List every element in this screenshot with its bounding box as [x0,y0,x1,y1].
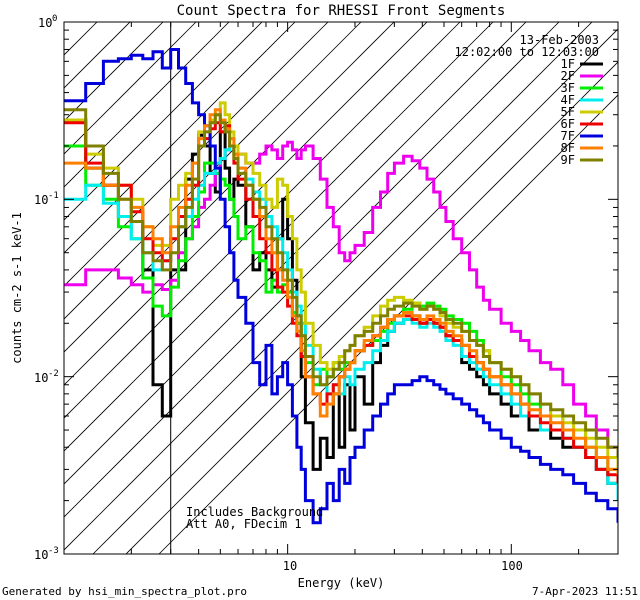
series-line-1f [64,118,618,501]
annotation-background: Includes Background [186,505,323,519]
time-range-label: 12:02:00 to 12:03:00 [455,45,600,59]
y-tick-exp: -2 [48,369,59,379]
legend-label-5f: 5F [561,105,575,119]
y-tick-exp: -3 [48,546,59,556]
legend-label-1f: 1F [561,57,575,71]
hatch-line [64,22,197,155]
series-line-7f [64,48,618,525]
legend-label-7f: 7F [561,129,575,143]
y-tick-label-0: 10 0 [38,14,57,30]
plot-frame [63,21,619,555]
legend-label-6f: 6F [561,117,575,131]
y-tick-label-minus2: 10 -2 [34,369,59,385]
y-axis-label: counts cm-2 s-1 keV-1 [10,212,24,364]
hatch-line [64,22,230,188]
hatch-line [64,22,527,485]
hatch-line [64,22,362,320]
footer-timestamp: 7-Apr-2023 11:51 [532,585,638,598]
series-line-9f [64,108,618,458]
y-tick-base: 10 [34,371,48,385]
axis-ticks [63,21,619,555]
hatched-region [64,22,618,554]
x-axis-label: Energy (keV) [298,576,385,590]
hatch-line [64,22,494,452]
series-line-5f [64,101,618,470]
hatch-line [64,22,395,353]
y-tick-base: 10 [34,193,48,207]
y-tick-exp: 0 [52,14,57,24]
x-tick-label-10: 10 [283,559,297,573]
series-layer [64,48,618,525]
y-tick-exp: -1 [48,191,59,201]
hatch-line [64,22,329,287]
footer-generated-by: Generated by hsi_min_spectra_plot.pro [2,585,247,598]
y-tick-label-minus3: 10 -3 [34,546,59,562]
hatch-line [125,61,618,554]
hatch-line [64,22,461,419]
y-tick-label-minus1: 10 -1 [34,191,59,207]
hatch-line [64,22,263,221]
legend-label-9f: 9F [561,153,575,167]
hatch-line [92,28,618,554]
legend-label-3f: 3F [561,81,575,95]
annotation-attenuator: Att A0, FDecim 1 [186,517,302,531]
y-tick-base: 10 [34,548,48,562]
legend-label-2f: 2F [561,69,575,83]
x-tick-label-100: 100 [501,559,523,573]
chart-title: Count Spectra for RHESSI Front Segments [177,3,506,19]
series-line-3f [64,144,618,484]
legend-label-4f: 4F [561,93,575,107]
legend-label-8f: 8F [561,141,575,155]
y-tick-base: 10 [38,16,52,30]
date-label: 13-Feb-2003 [520,33,599,47]
hatch-line [64,22,296,254]
hatch-line [64,22,593,551]
